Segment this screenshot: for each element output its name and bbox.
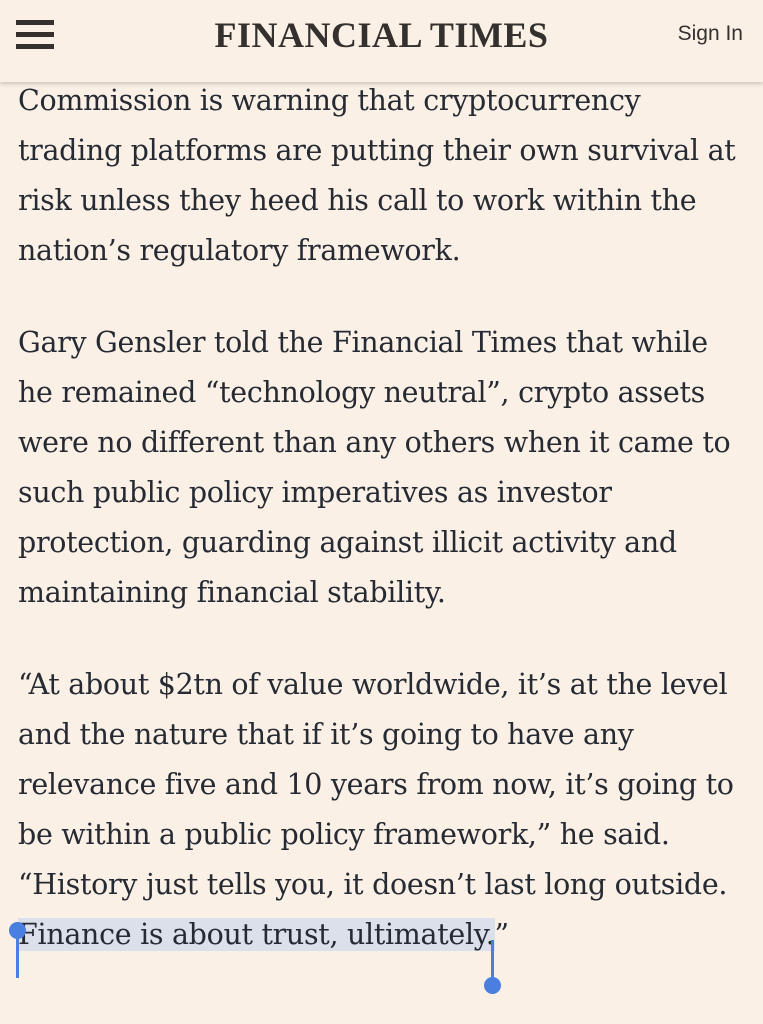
selection-end-handle[interactable] xyxy=(484,940,501,994)
hamburger-menu-icon[interactable] xyxy=(16,20,54,50)
brand-logo: FINANCIAL TIMES xyxy=(214,15,549,55)
article-paragraph-2: Gary Gensler told the Financial Times th… xyxy=(18,326,731,609)
article-body: The chair of the US Securities and Excha… xyxy=(18,34,738,1002)
article-paragraph-3-text: “At about $2tn of value worldwide, it’s … xyxy=(18,668,734,901)
selected-text[interactable]: Finance is about trust, ultimately. xyxy=(18,918,495,951)
article-paragraph-1: The chair of the US Securities and Excha… xyxy=(18,34,736,267)
selection-start-handle[interactable] xyxy=(9,922,26,978)
top-header: FINANCIAL TIMES Sign In xyxy=(0,0,763,82)
closing-quote: ” xyxy=(494,918,510,951)
sign-in-link[interactable]: Sign In xyxy=(677,22,743,45)
article-paragraph-3: “At about $2tn of value worldwide, it’s … xyxy=(18,660,738,960)
